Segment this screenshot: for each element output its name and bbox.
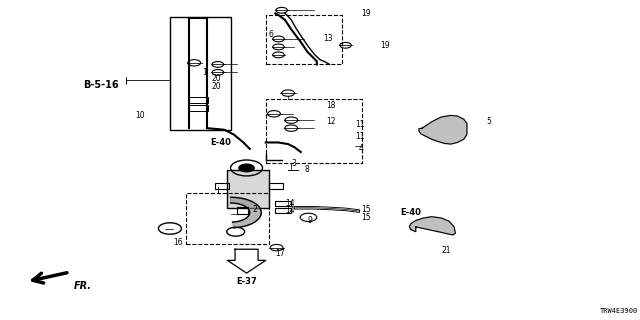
Text: 14: 14 xyxy=(285,206,294,215)
Text: E-40: E-40 xyxy=(400,208,420,217)
Text: TRW4E3900: TRW4E3900 xyxy=(600,308,638,314)
Bar xyxy=(227,170,269,208)
Text: 15: 15 xyxy=(362,205,371,214)
Bar xyxy=(237,207,248,214)
Text: 8: 8 xyxy=(304,165,308,174)
Text: 20: 20 xyxy=(211,74,221,83)
Text: 4: 4 xyxy=(358,144,363,153)
Text: 2: 2 xyxy=(253,205,258,214)
Text: 5: 5 xyxy=(486,117,491,126)
Text: E-37: E-37 xyxy=(236,277,257,286)
Bar xyxy=(188,97,207,103)
Text: 9: 9 xyxy=(307,216,312,225)
Text: 16: 16 xyxy=(173,238,183,247)
Polygon shape xyxy=(419,116,467,144)
Bar xyxy=(186,194,269,244)
Text: 21: 21 xyxy=(442,246,451,255)
Bar xyxy=(214,183,228,189)
Text: 18: 18 xyxy=(326,101,336,110)
Text: 11: 11 xyxy=(355,120,365,130)
Text: 15: 15 xyxy=(362,213,371,222)
Text: 1: 1 xyxy=(202,68,207,77)
Text: 19: 19 xyxy=(381,41,390,50)
Bar xyxy=(266,15,342,64)
Bar xyxy=(275,208,291,212)
Text: 14: 14 xyxy=(285,198,294,207)
Bar xyxy=(266,100,362,163)
Text: 3: 3 xyxy=(291,159,296,168)
Text: FR.: FR. xyxy=(74,281,92,291)
Text: 19: 19 xyxy=(362,9,371,18)
Text: 10: 10 xyxy=(135,111,145,120)
Text: 17: 17 xyxy=(275,250,285,259)
Text: 11: 11 xyxy=(355,132,365,140)
Polygon shape xyxy=(230,197,261,228)
Polygon shape xyxy=(410,217,456,235)
Text: 6: 6 xyxy=(269,30,274,39)
Bar xyxy=(170,17,230,130)
Text: 12: 12 xyxy=(326,117,336,126)
Text: 13: 13 xyxy=(323,35,333,44)
Polygon shape xyxy=(227,249,266,273)
Bar xyxy=(275,201,291,206)
Text: 20: 20 xyxy=(211,82,221,91)
Bar xyxy=(188,105,207,111)
Bar xyxy=(269,183,283,189)
Text: E-40: E-40 xyxy=(211,138,232,147)
Text: B-5-16: B-5-16 xyxy=(83,80,119,90)
Circle shape xyxy=(239,164,254,172)
